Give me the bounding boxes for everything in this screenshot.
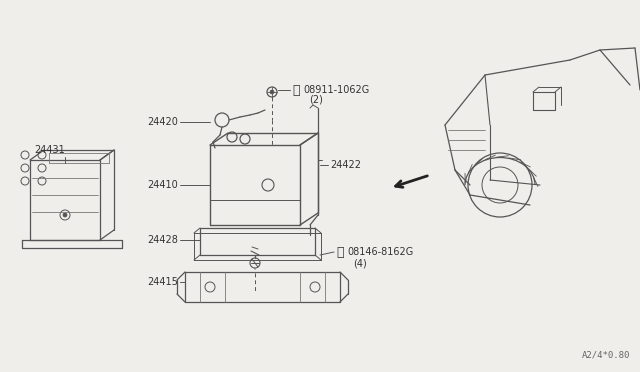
Text: (2): (2) bbox=[309, 95, 323, 105]
Circle shape bbox=[270, 90, 274, 94]
Text: 24428: 24428 bbox=[147, 235, 178, 245]
Text: 24422: 24422 bbox=[330, 160, 361, 170]
Text: 08911-1062G: 08911-1062G bbox=[303, 85, 369, 95]
Text: 24420: 24420 bbox=[147, 117, 178, 127]
Text: (4): (4) bbox=[353, 258, 367, 268]
Text: 24410: 24410 bbox=[147, 180, 178, 190]
Text: 24415: 24415 bbox=[147, 277, 178, 287]
Circle shape bbox=[63, 213, 67, 217]
Text: 08146-8162G: 08146-8162G bbox=[347, 247, 413, 257]
Text: Ⓝ: Ⓝ bbox=[292, 83, 300, 96]
Text: Ⓑ: Ⓑ bbox=[336, 246, 344, 259]
Text: 24431: 24431 bbox=[35, 145, 65, 155]
Text: A2/4*0.80: A2/4*0.80 bbox=[582, 351, 630, 360]
